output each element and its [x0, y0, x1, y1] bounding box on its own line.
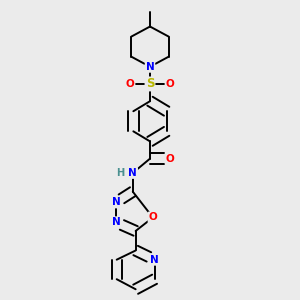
- Text: N: N: [128, 168, 137, 178]
- Text: N: N: [112, 197, 121, 207]
- Text: N: N: [112, 218, 121, 227]
- Text: O: O: [166, 154, 175, 164]
- Text: O: O: [148, 212, 157, 223]
- Text: H: H: [116, 168, 124, 178]
- Text: N: N: [146, 62, 154, 72]
- Text: N: N: [150, 255, 159, 265]
- Text: H: H: [116, 168, 124, 178]
- Text: O: O: [166, 79, 175, 89]
- Text: S: S: [146, 77, 154, 91]
- Text: O: O: [125, 79, 134, 89]
